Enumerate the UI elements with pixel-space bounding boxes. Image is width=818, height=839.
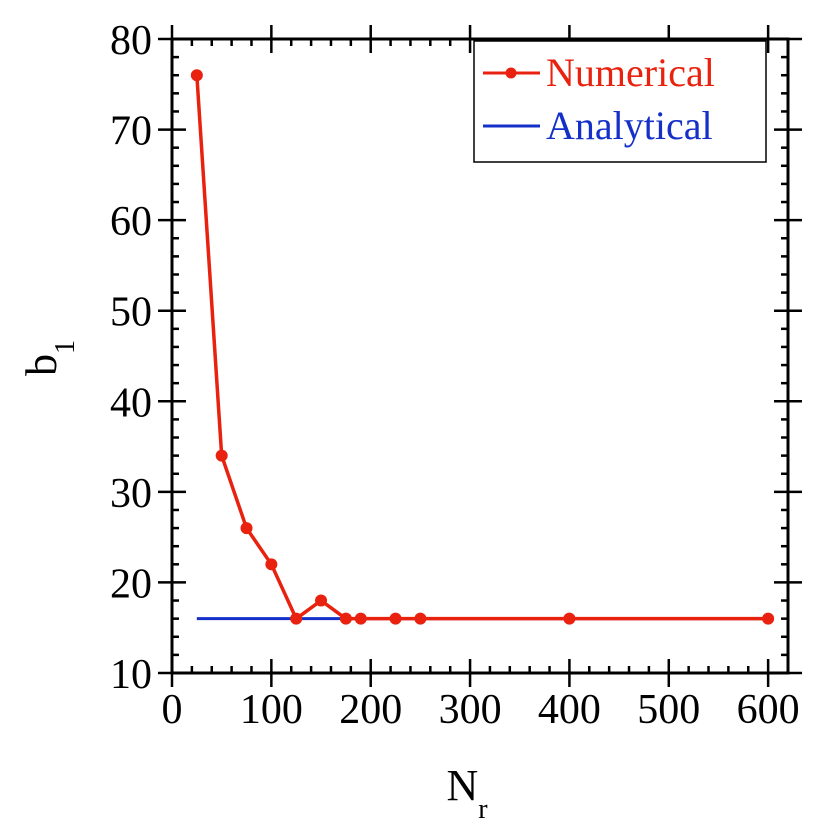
x-axis-label-main: N: [446, 761, 478, 810]
x-tick-label: 100: [240, 687, 303, 733]
legend-numerical-label: Numerical: [546, 50, 715, 95]
y-tick-label: 10: [110, 652, 152, 698]
x-tick-label: 500: [637, 687, 700, 733]
y-tick-label: 50: [110, 290, 152, 336]
numerical-point: [265, 558, 278, 571]
legend-box: [473, 40, 767, 163]
numerical-point: [240, 522, 253, 535]
y-axis-label-subscript: 1: [50, 340, 81, 354]
y-tick-label: 80: [110, 18, 152, 64]
x-tick-label: 0: [162, 687, 183, 733]
y-axis-label-main: b: [17, 354, 66, 376]
y-tick-labels: 10 20 30 40 50 60 70 80: [110, 18, 152, 698]
x-tick-label: 200: [339, 687, 402, 733]
numerical-point: [339, 612, 352, 625]
y-tick-label: 20: [110, 561, 152, 607]
plot-area-frame: [170, 37, 790, 675]
x-tick-label: 400: [538, 687, 601, 733]
legend: Numerical Analytical: [473, 40, 767, 163]
numerical-point: [354, 612, 367, 625]
y-tick-label: 70: [110, 109, 152, 155]
y-tick-label: 40: [110, 380, 152, 426]
numerical-series: [190, 69, 775, 625]
numerical-line: [195, 75, 769, 621]
legend-analytical-label: Analytical: [546, 103, 713, 148]
legend-numerical-marker: [505, 67, 517, 79]
numerical-point: [290, 612, 303, 625]
x-tick-label: 600: [737, 687, 800, 733]
x-axis-label: Nr: [446, 761, 488, 825]
numerical-point: [215, 449, 228, 462]
y-tick-label: 30: [110, 471, 152, 517]
numerical-point: [762, 612, 775, 625]
numerical-point: [414, 612, 427, 625]
y-tick-label: 60: [110, 199, 152, 245]
y-axis-label: b1: [17, 340, 81, 376]
numerical-point: [563, 612, 576, 625]
x-tick-label: 300: [439, 687, 502, 733]
numerical-point: [389, 612, 402, 625]
numerical-point: [190, 69, 203, 82]
x-axis-label-subscript: r: [478, 794, 488, 825]
numerical-point: [315, 594, 328, 607]
x-tick-labels: 0 100 200 300 400 500 600: [162, 687, 800, 733]
